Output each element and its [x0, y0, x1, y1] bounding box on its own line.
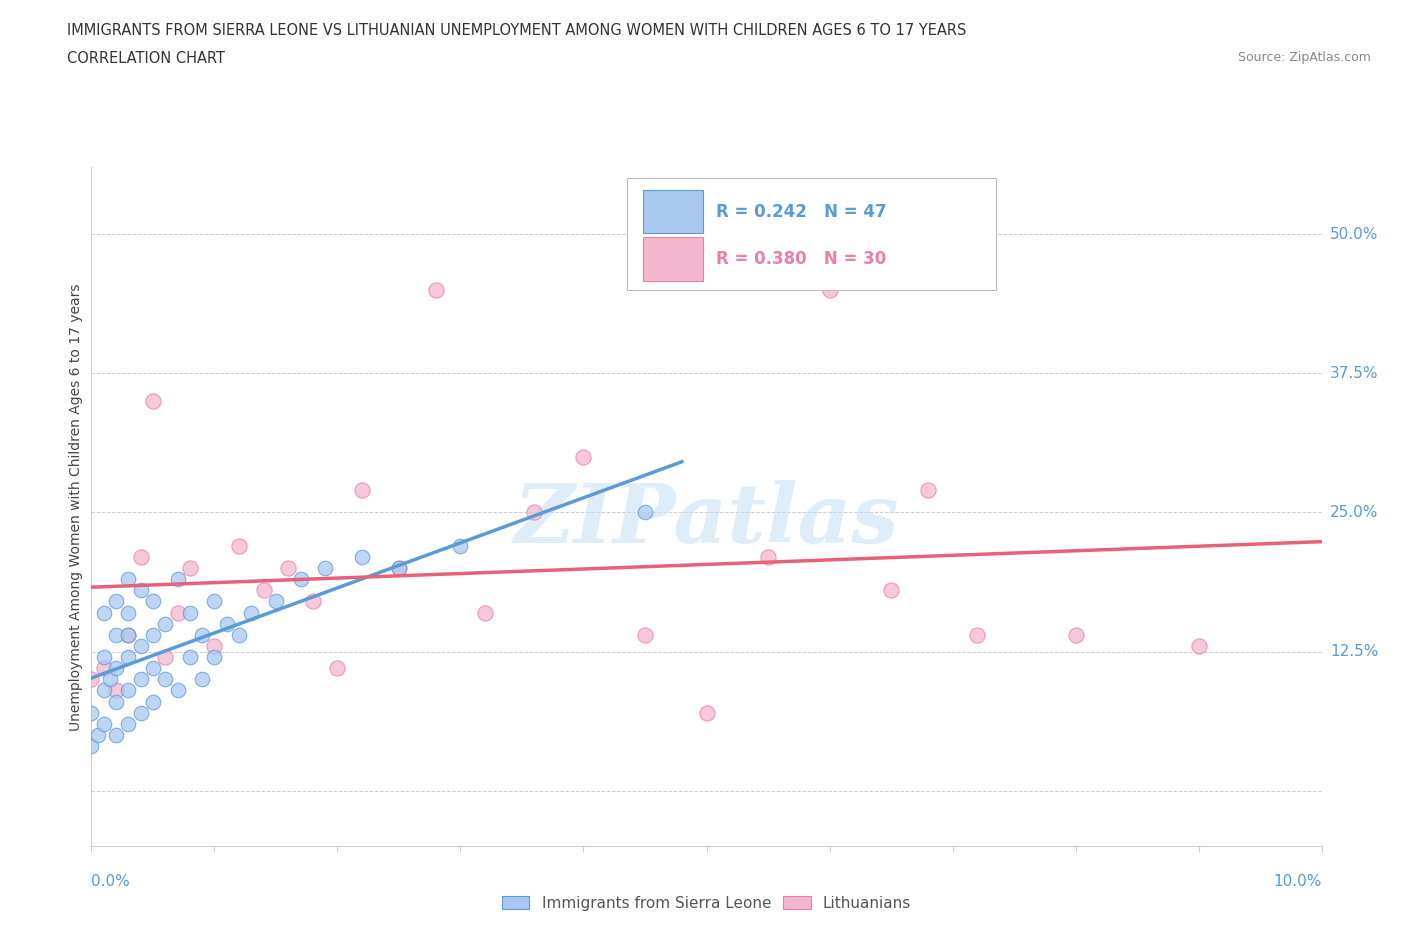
Text: Source: ZipAtlas.com: Source: ZipAtlas.com: [1237, 51, 1371, 64]
Point: [105, 594, 127, 609]
Point: [818, 283, 841, 298]
Text: 0.0%: 0.0%: [91, 874, 131, 889]
Text: CORRELATION CHART: CORRELATION CHART: [67, 51, 225, 66]
Point: [129, 583, 152, 598]
Point: [277, 561, 299, 576]
Text: ZIPatlas: ZIPatlas: [513, 481, 900, 561]
Point: [153, 650, 177, 665]
Point: [179, 650, 201, 665]
Text: 12.5%: 12.5%: [1330, 644, 1378, 659]
Point: [326, 661, 349, 676]
Text: 25.0%: 25.0%: [1330, 505, 1378, 520]
Point: [142, 594, 165, 609]
Point: [117, 605, 139, 620]
Point: [117, 683, 139, 698]
Point: [696, 705, 718, 720]
Point: [388, 561, 411, 576]
Point: [202, 639, 225, 654]
Point: [314, 561, 336, 576]
Point: [350, 483, 373, 498]
Point: [202, 650, 225, 665]
Point: [350, 550, 373, 565]
Point: [153, 617, 177, 631]
Point: [179, 605, 201, 620]
Point: [80, 705, 103, 720]
Point: [572, 449, 595, 464]
Point: [166, 683, 188, 698]
Point: [105, 694, 127, 709]
Point: [105, 661, 127, 676]
Point: [1064, 628, 1087, 643]
Point: [80, 738, 103, 753]
Point: [756, 550, 779, 565]
Point: [117, 572, 139, 587]
Point: [634, 628, 657, 643]
Point: [228, 628, 250, 643]
Y-axis label: Unemployment Among Women with Children Ages 6 to 17 years: Unemployment Among Women with Children A…: [69, 283, 83, 731]
Legend: Immigrants from Sierra Leone, Lithuanians: Immigrants from Sierra Leone, Lithuanian…: [496, 889, 917, 917]
Point: [474, 605, 496, 620]
Point: [129, 705, 152, 720]
Point: [117, 628, 139, 643]
Point: [449, 538, 471, 553]
Text: IMMIGRANTS FROM SIERRA LEONE VS LITHUANIAN UNEMPLOYMENT AMONG WOMEN WITH CHILDRE: IMMIGRANTS FROM SIERRA LEONE VS LITHUANI…: [67, 23, 967, 38]
Point: [917, 483, 939, 498]
Text: 37.5%: 37.5%: [1330, 365, 1378, 380]
Point: [80, 671, 103, 686]
Point: [253, 583, 276, 598]
Point: [634, 505, 657, 520]
Point: [117, 628, 139, 643]
Point: [179, 561, 201, 576]
Point: [191, 628, 214, 643]
Point: [142, 393, 165, 408]
FancyBboxPatch shape: [643, 190, 703, 233]
Point: [264, 594, 287, 609]
Point: [93, 683, 115, 698]
Point: [86, 727, 108, 742]
Point: [93, 661, 115, 676]
Point: [880, 583, 903, 598]
Point: [388, 561, 411, 576]
Point: [105, 727, 127, 742]
Point: [93, 650, 115, 665]
Point: [129, 671, 152, 686]
Point: [142, 661, 165, 676]
Text: R = 0.380   N = 30: R = 0.380 N = 30: [716, 250, 887, 268]
FancyBboxPatch shape: [643, 237, 703, 281]
Point: [240, 605, 263, 620]
Text: 50.0%: 50.0%: [1330, 227, 1378, 242]
Text: R = 0.242   N = 47: R = 0.242 N = 47: [716, 203, 887, 220]
Point: [228, 538, 250, 553]
Point: [93, 605, 115, 620]
Point: [202, 594, 225, 609]
Point: [425, 283, 447, 298]
Point: [215, 617, 238, 631]
Point: [105, 683, 127, 698]
Point: [117, 650, 139, 665]
Point: [129, 639, 152, 654]
Point: [117, 716, 139, 731]
Point: [166, 605, 188, 620]
Point: [93, 716, 115, 731]
Point: [142, 694, 165, 709]
Point: [301, 594, 323, 609]
Point: [966, 628, 988, 643]
Point: [166, 572, 188, 587]
Point: [142, 628, 165, 643]
Point: [191, 671, 214, 686]
Text: 10.0%: 10.0%: [1274, 874, 1322, 889]
Point: [98, 671, 121, 686]
Point: [129, 550, 152, 565]
FancyBboxPatch shape: [627, 178, 995, 289]
Point: [153, 671, 177, 686]
Point: [523, 505, 546, 520]
Point: [290, 572, 312, 587]
Point: [105, 628, 127, 643]
Point: [1187, 639, 1209, 654]
